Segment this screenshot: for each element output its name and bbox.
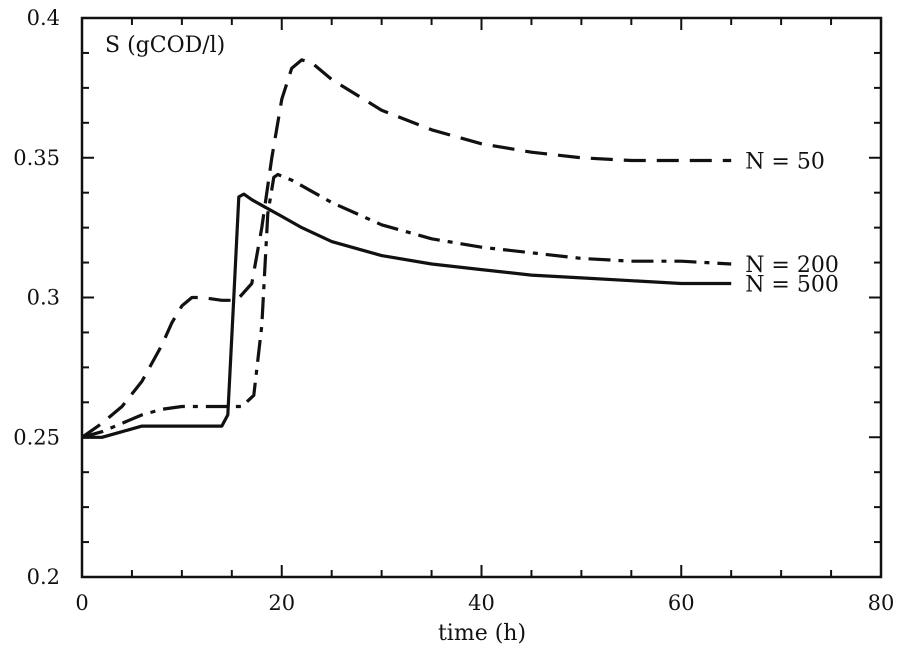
y-tick-label: 0.25 bbox=[13, 425, 60, 449]
axis-ticks bbox=[81, 17, 882, 578]
y-tick-label: 0.4 bbox=[27, 6, 60, 30]
series-lines bbox=[81, 58, 732, 439]
x-tick-label: 0 bbox=[75, 591, 88, 615]
plot-area bbox=[80, 16, 883, 579]
y-tick-label: 0.3 bbox=[27, 286, 60, 310]
axis-labels: S (gCOD/l) time (h) bbox=[105, 33, 526, 646]
series-label-2: N = 500 bbox=[745, 273, 839, 298]
x-tick-label: 40 bbox=[468, 591, 495, 615]
tick-labels: 0 20 40 60 80 0.2 0.25 0.3 0.35 0.4 bbox=[13, 6, 894, 615]
series-line-2 bbox=[82, 192, 732, 439]
y-tick-label: 0.35 bbox=[13, 146, 60, 170]
series-label-0: N = 50 bbox=[745, 150, 825, 175]
x-axis-label: time (h) bbox=[438, 621, 526, 646]
series-line-1 bbox=[81, 172, 732, 439]
x-tick-label: 20 bbox=[268, 591, 295, 615]
x-tick-label: 80 bbox=[868, 591, 895, 615]
x-tick-label: 60 bbox=[668, 591, 695, 615]
series-label-1: N = 200 bbox=[745, 253, 839, 278]
series-line-0 bbox=[81, 58, 732, 439]
y-axis-label: S (gCOD/l) bbox=[105, 33, 225, 58]
y-tick-label: 0.2 bbox=[27, 565, 60, 589]
